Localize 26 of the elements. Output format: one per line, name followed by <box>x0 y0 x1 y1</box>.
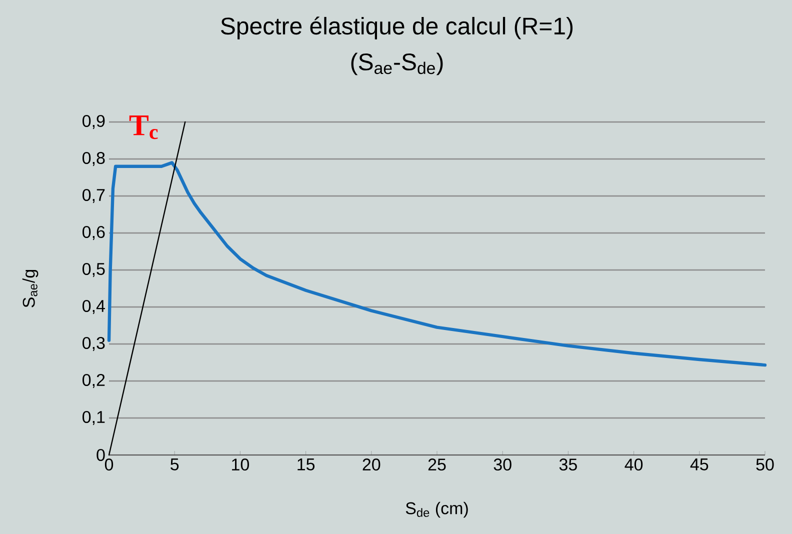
x-tick-label: 5 <box>170 458 179 470</box>
y-axis-title: S$_{ae}$/g <box>22 270 38 308</box>
chart-subtitle: (S$_{ae}$-S$_{de}$) <box>351 52 443 76</box>
x-tick-label: 0 <box>104 458 114 471</box>
y-tick-label: 0,3 <box>82 336 105 352</box>
x-tick-label: 45 <box>690 458 708 470</box>
y-tick-label: 0,9 <box>82 114 105 130</box>
y-tick-label: 0,7 <box>82 188 105 204</box>
x-tick-label: 20 <box>362 458 380 471</box>
y-tick-label: 0,8 <box>82 152 105 166</box>
x-axis-title: S$_{de}$ (cm) <box>406 502 468 518</box>
y-tick-label: 0 <box>96 448 105 462</box>
y-tick-label: 0,5 <box>82 262 105 278</box>
chart-title: Spectre élastique de calcul (R=1) <box>220 16 573 40</box>
x-tick-label: 50 <box>756 458 774 471</box>
x-tick-label: 25 <box>428 458 446 471</box>
y-tick-label: 0,2 <box>82 374 105 388</box>
x-tick-label: 15 <box>298 458 315 470</box>
y-tick-label: 0,6 <box>82 226 105 240</box>
y-tick-label: 0,4 <box>82 300 105 314</box>
x-tick-label: 30 <box>494 458 512 471</box>
y-tick-label: 0,1 <box>82 410 105 426</box>
annotation: T$_{c}$ <box>129 116 158 140</box>
x-tick-label: 35 <box>559 458 577 471</box>
x-tick-label: 40 <box>624 458 643 471</box>
x-tick-label: 10 <box>232 458 249 471</box>
